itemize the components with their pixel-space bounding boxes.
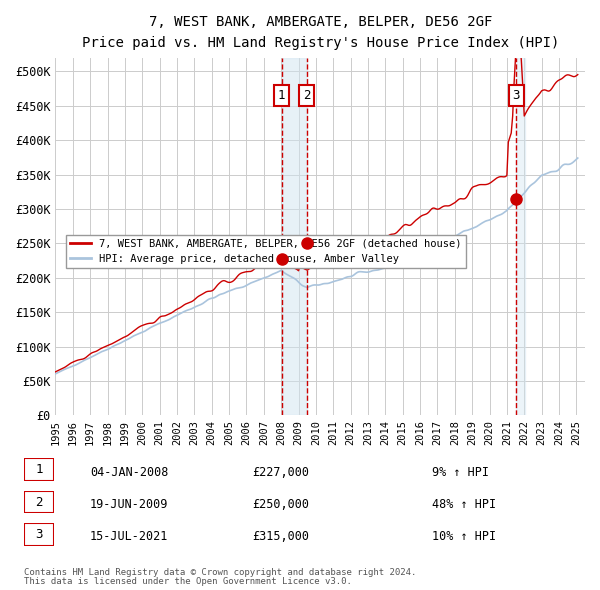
Text: £227,000: £227,000 — [252, 466, 309, 478]
Text: 2: 2 — [303, 89, 310, 102]
Bar — [281, 58, 307, 415]
Text: 48% ↑ HPI: 48% ↑ HPI — [432, 498, 496, 511]
Legend: 7, WEST BANK, AMBERGATE, BELPER, DE56 2GF (detached house), HPI: Average price, : 7, WEST BANK, AMBERGATE, BELPER, DE56 2G… — [66, 235, 466, 268]
FancyBboxPatch shape — [24, 491, 54, 513]
Text: 19-JUN-2009: 19-JUN-2009 — [90, 498, 169, 511]
Text: 2: 2 — [35, 496, 43, 509]
Text: 1: 1 — [278, 89, 285, 102]
Text: This data is licensed under the Open Government Licence v3.0.: This data is licensed under the Open Gov… — [24, 577, 352, 586]
Bar — [516, 58, 525, 415]
FancyBboxPatch shape — [24, 523, 54, 546]
Text: 04-JAN-2008: 04-JAN-2008 — [90, 466, 169, 478]
Text: Contains HM Land Registry data © Crown copyright and database right 2024.: Contains HM Land Registry data © Crown c… — [24, 568, 416, 577]
FancyBboxPatch shape — [24, 458, 54, 481]
Text: 9% ↑ HPI: 9% ↑ HPI — [432, 466, 489, 478]
Text: 15-JUL-2021: 15-JUL-2021 — [90, 530, 169, 543]
Text: 3: 3 — [35, 528, 43, 541]
Text: £250,000: £250,000 — [252, 498, 309, 511]
Text: 1: 1 — [35, 463, 43, 476]
Text: £315,000: £315,000 — [252, 530, 309, 543]
Text: 3: 3 — [512, 89, 520, 102]
Title: 7, WEST BANK, AMBERGATE, BELPER, DE56 2GF
Price paid vs. HM Land Registry's Hous: 7, WEST BANK, AMBERGATE, BELPER, DE56 2G… — [82, 15, 559, 50]
Text: 10% ↑ HPI: 10% ↑ HPI — [432, 530, 496, 543]
